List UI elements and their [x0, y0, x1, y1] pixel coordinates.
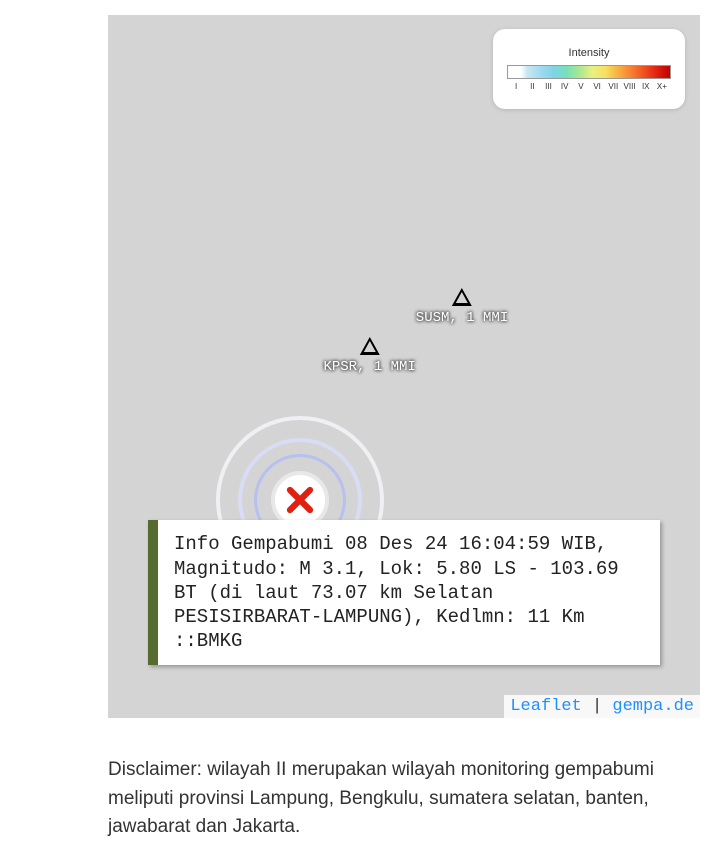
info-accent-bar [148, 520, 158, 665]
legend-title: Intensity [569, 47, 610, 59]
legend-tick: II [524, 82, 540, 91]
legend-tick: VIII [621, 82, 637, 91]
triangle-icon [452, 288, 472, 306]
map-attribution: Leaflet | gempa.de [504, 695, 700, 718]
legend-tick: VII [605, 82, 621, 91]
earthquake-map[interactable]: Intensity I II III IV V VI VII VIII IX X… [108, 15, 700, 718]
legend-tick: III [540, 82, 556, 91]
legend-tick: IX [638, 82, 654, 91]
station-label: SUSM, 1 MMI [416, 310, 508, 326]
earthquake-info-box: Info Gempabumi 08 Des 24 16:04:59 WIB, M… [148, 520, 660, 665]
station-marker-susm[interactable]: SUSM, 1 MMI [416, 288, 508, 326]
station-marker-kpsr[interactable]: KPSR, 1 MMI [323, 337, 415, 375]
gempa-link[interactable]: gempa.de [612, 697, 694, 716]
page-container: Intensity I II III IV V VI VII VIII IX X… [0, 0, 719, 868]
legend-tick: X+ [654, 82, 670, 91]
legend-tick: I [508, 82, 524, 91]
legend-color-bar [507, 65, 671, 79]
legend-tick: V [573, 82, 589, 91]
legend-tick: VI [589, 82, 605, 91]
legend-tick: IV [557, 82, 573, 91]
legend-ticks: I II III IV V VI VII VIII IX X+ [508, 82, 670, 91]
intensity-legend: Intensity I II III IV V VI VII VIII IX X… [493, 29, 685, 109]
triangle-icon [360, 337, 380, 355]
station-label: KPSR, 1 MMI [323, 359, 415, 375]
cross-icon [285, 485, 315, 515]
leaflet-link[interactable]: Leaflet [510, 697, 581, 716]
disclaimer-text: Disclaimer: wilayah II merupakan wilayah… [108, 756, 680, 842]
info-text: Info Gempabumi 08 Des 24 16:04:59 WIB, M… [158, 520, 660, 665]
attribution-separator: | [582, 697, 613, 716]
